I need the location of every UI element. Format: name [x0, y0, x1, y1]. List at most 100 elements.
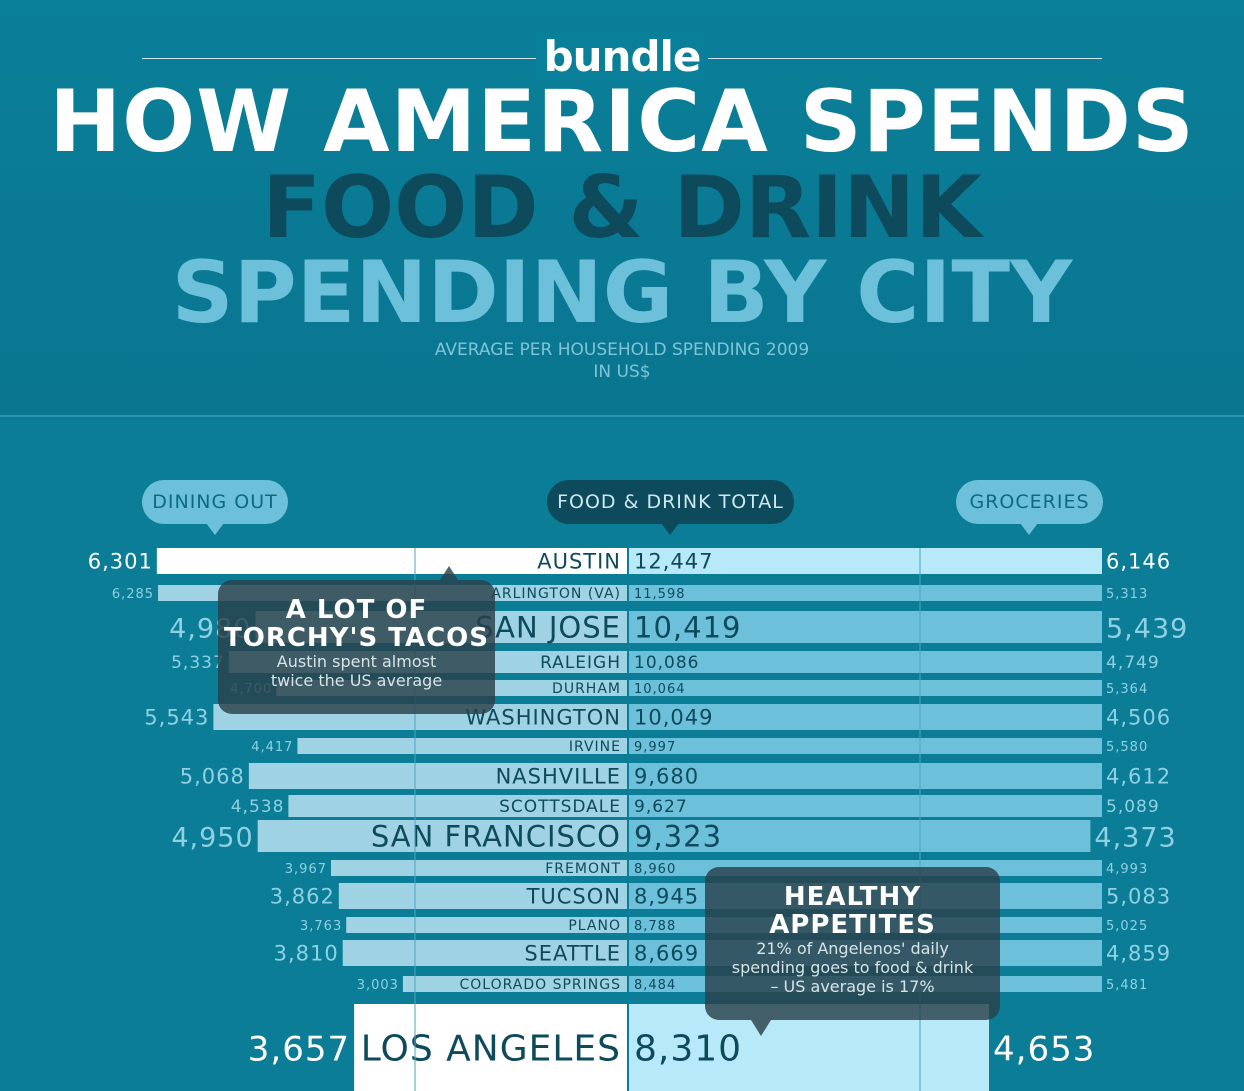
city-label-irvine: IRVINE — [569, 739, 621, 755]
dining-bar-san-francisco — [257, 820, 627, 852]
dining-value-plano: 3,763 — [300, 919, 342, 934]
total-label-fremont: 8,960 — [634, 862, 676, 877]
city-label-fremont: FREMONT — [545, 861, 621, 877]
total-label-san-francisco: 9,323 — [634, 819, 722, 853]
grocery-value-nashville: 4,612 — [1106, 765, 1171, 789]
la-callout-text-3: – US average is 17% — [770, 977, 935, 996]
dining-bar-los-angeles — [354, 1004, 627, 1091]
title-line-3: SPENDING BY CITY — [171, 243, 1073, 343]
total-label-raleigh: 10,086 — [634, 653, 699, 673]
city-label-austin: AUSTIN — [537, 550, 621, 574]
dining-bar-fremont — [331, 860, 627, 876]
grocery-bar-austin — [629, 548, 1102, 574]
grocery-bar-san-francisco — [629, 820, 1091, 852]
dining-bar-seattle — [342, 940, 627, 966]
grocery-value-washington: 4,506 — [1106, 706, 1171, 730]
dining-value-washington: 5,543 — [144, 706, 209, 730]
dining-value-seattle: 3,810 — [274, 942, 339, 966]
grocery-bar-durham — [629, 680, 1102, 696]
dining-value-tucson: 3,862 — [270, 885, 335, 909]
dining-bar-tucson — [338, 883, 627, 909]
header-rule-left — [142, 58, 542, 59]
grocery-bar-scottsdale — [629, 795, 1102, 817]
la-callout-heading-1: HEALTHY — [783, 882, 922, 912]
grocery-bar-arlington-va — [629, 585, 1102, 601]
total-label-seattle: 8,669 — [634, 942, 699, 966]
grocery-value-plano: 5,025 — [1106, 919, 1148, 934]
legend-food-drink-total: FOOD & DRINK TOTAL — [547, 480, 794, 535]
dining-value-fremont: 3,967 — [285, 862, 327, 877]
dining-bar-colorado-springs — [402, 976, 627, 992]
legend-dining-out: DINING OUT — [142, 480, 288, 535]
grocery-value-austin: 6,146 — [1106, 550, 1171, 574]
la-callout-text-2: spending goes to food & drink — [731, 958, 974, 977]
grocery-bar-irvine — [629, 738, 1102, 754]
dining-bar-austin — [156, 548, 628, 574]
total-label-plano: 8,788 — [634, 919, 676, 934]
total-label-colorado-springs: 8,484 — [634, 978, 676, 993]
grocery-value-tucson: 5,083 — [1106, 885, 1171, 909]
grocery-value-arlington-va: 5,313 — [1106, 587, 1148, 602]
total-label-tucson: 8,945 — [634, 885, 699, 909]
city-label-scottsdale: SCOTTSDALE — [499, 797, 621, 817]
la-callout-text-1: 21% of Angelenos' daily — [756, 939, 949, 958]
la-callout-heading-2: APPETITES — [769, 910, 936, 940]
city-label-colorado-springs: COLORADO SPRINGS — [460, 977, 622, 993]
total-label-arlington-va: 11,598 — [634, 587, 686, 602]
legend-groceries: GROCERIES — [956, 480, 1103, 535]
grocery-value-san-jose: 5,439 — [1106, 613, 1188, 644]
total-label-san-jose: 10,419 — [634, 610, 741, 644]
dining-bar-irvine — [297, 738, 627, 754]
total-label-irvine: 9,997 — [634, 740, 676, 755]
subtitle-line-1: AVERAGE PER HOUSEHOLD SPENDING 2009 — [434, 340, 810, 360]
city-label-seattle: SEATTLE — [524, 942, 621, 966]
dining-value-irvine: 4,417 — [251, 740, 293, 755]
dining-value-raleigh: 5,337 — [171, 653, 225, 673]
dining-value-austin: 6,301 — [88, 550, 153, 574]
total-label-austin: 12,447 — [634, 550, 713, 574]
los-angeles-callout: HEALTHY APPETITES 21% of Angelenos' dail… — [705, 867, 1000, 1036]
city-label-plano: PLANO — [568, 918, 621, 934]
grocery-value-fremont: 4,993 — [1106, 862, 1148, 877]
grocery-value-irvine: 5,580 — [1106, 740, 1148, 755]
total-label-nashville: 9,680 — [634, 765, 699, 789]
grocery-value-durham: 5,364 — [1106, 682, 1148, 697]
grocery-value-san-francisco: 4,373 — [1094, 822, 1176, 853]
total-label-durham: 10,064 — [634, 682, 686, 697]
dining-bar-plano — [346, 917, 627, 933]
austin-callout-text-1: Austin spent almost — [276, 652, 437, 671]
grocery-value-colorado-springs: 5,481 — [1106, 978, 1148, 993]
grocery-bar-nashville — [629, 763, 1102, 789]
city-label-san-jose: SAN JOSE — [475, 610, 621, 644]
city-label-arlington-va: ARLINGTON (VA) — [491, 586, 621, 602]
dining-value-san-francisco: 4,950 — [171, 822, 253, 853]
total-label-washington: 10,049 — [634, 706, 713, 730]
header-rule-right — [700, 58, 1102, 59]
grocery-bar-san-jose — [629, 611, 1102, 643]
grocery-value-seattle: 4,859 — [1106, 942, 1171, 966]
total-label-los-angeles: 8,310 — [634, 1028, 742, 1069]
grocery-bar-raleigh — [629, 651, 1102, 673]
dining-value-scottsdale: 4,538 — [231, 797, 285, 817]
grocery-value-scottsdale: 5,089 — [1106, 797, 1160, 817]
dining-bar-nashville — [248, 763, 627, 789]
dining-value-arlington-va: 6,285 — [112, 587, 154, 602]
city-label-san-francisco: SAN FRANCISCO — [371, 819, 621, 853]
total-label-scottsdale: 9,627 — [634, 797, 688, 817]
dining-value-los-angeles: 3,657 — [248, 1029, 350, 1069]
city-label-tucson: TUCSON — [526, 885, 621, 909]
subtitle-line-2: IN US$ — [593, 362, 651, 382]
austin-callout-heading-2: TORCHY'S TACOS — [223, 623, 489, 653]
title-line-1: HOW AMERICA SPENDS — [49, 72, 1195, 172]
grocery-value-los-angeles: 4,653 — [993, 1029, 1095, 1069]
grocery-bar-washington — [629, 704, 1102, 730]
city-label-raleigh: RALEIGH — [540, 653, 621, 673]
city-label-los-angeles: LOS ANGELES — [361, 1028, 621, 1069]
city-label-nashville: NASHVILLE — [496, 765, 621, 789]
title-line-2: FOOD & DRINK — [262, 158, 982, 258]
dining-bar-scottsdale — [288, 795, 627, 817]
dining-value-colorado-springs: 3,003 — [357, 978, 399, 993]
brand-logo: bundle — [0, 32, 1244, 81]
dining-value-nashville: 5,068 — [180, 765, 245, 789]
